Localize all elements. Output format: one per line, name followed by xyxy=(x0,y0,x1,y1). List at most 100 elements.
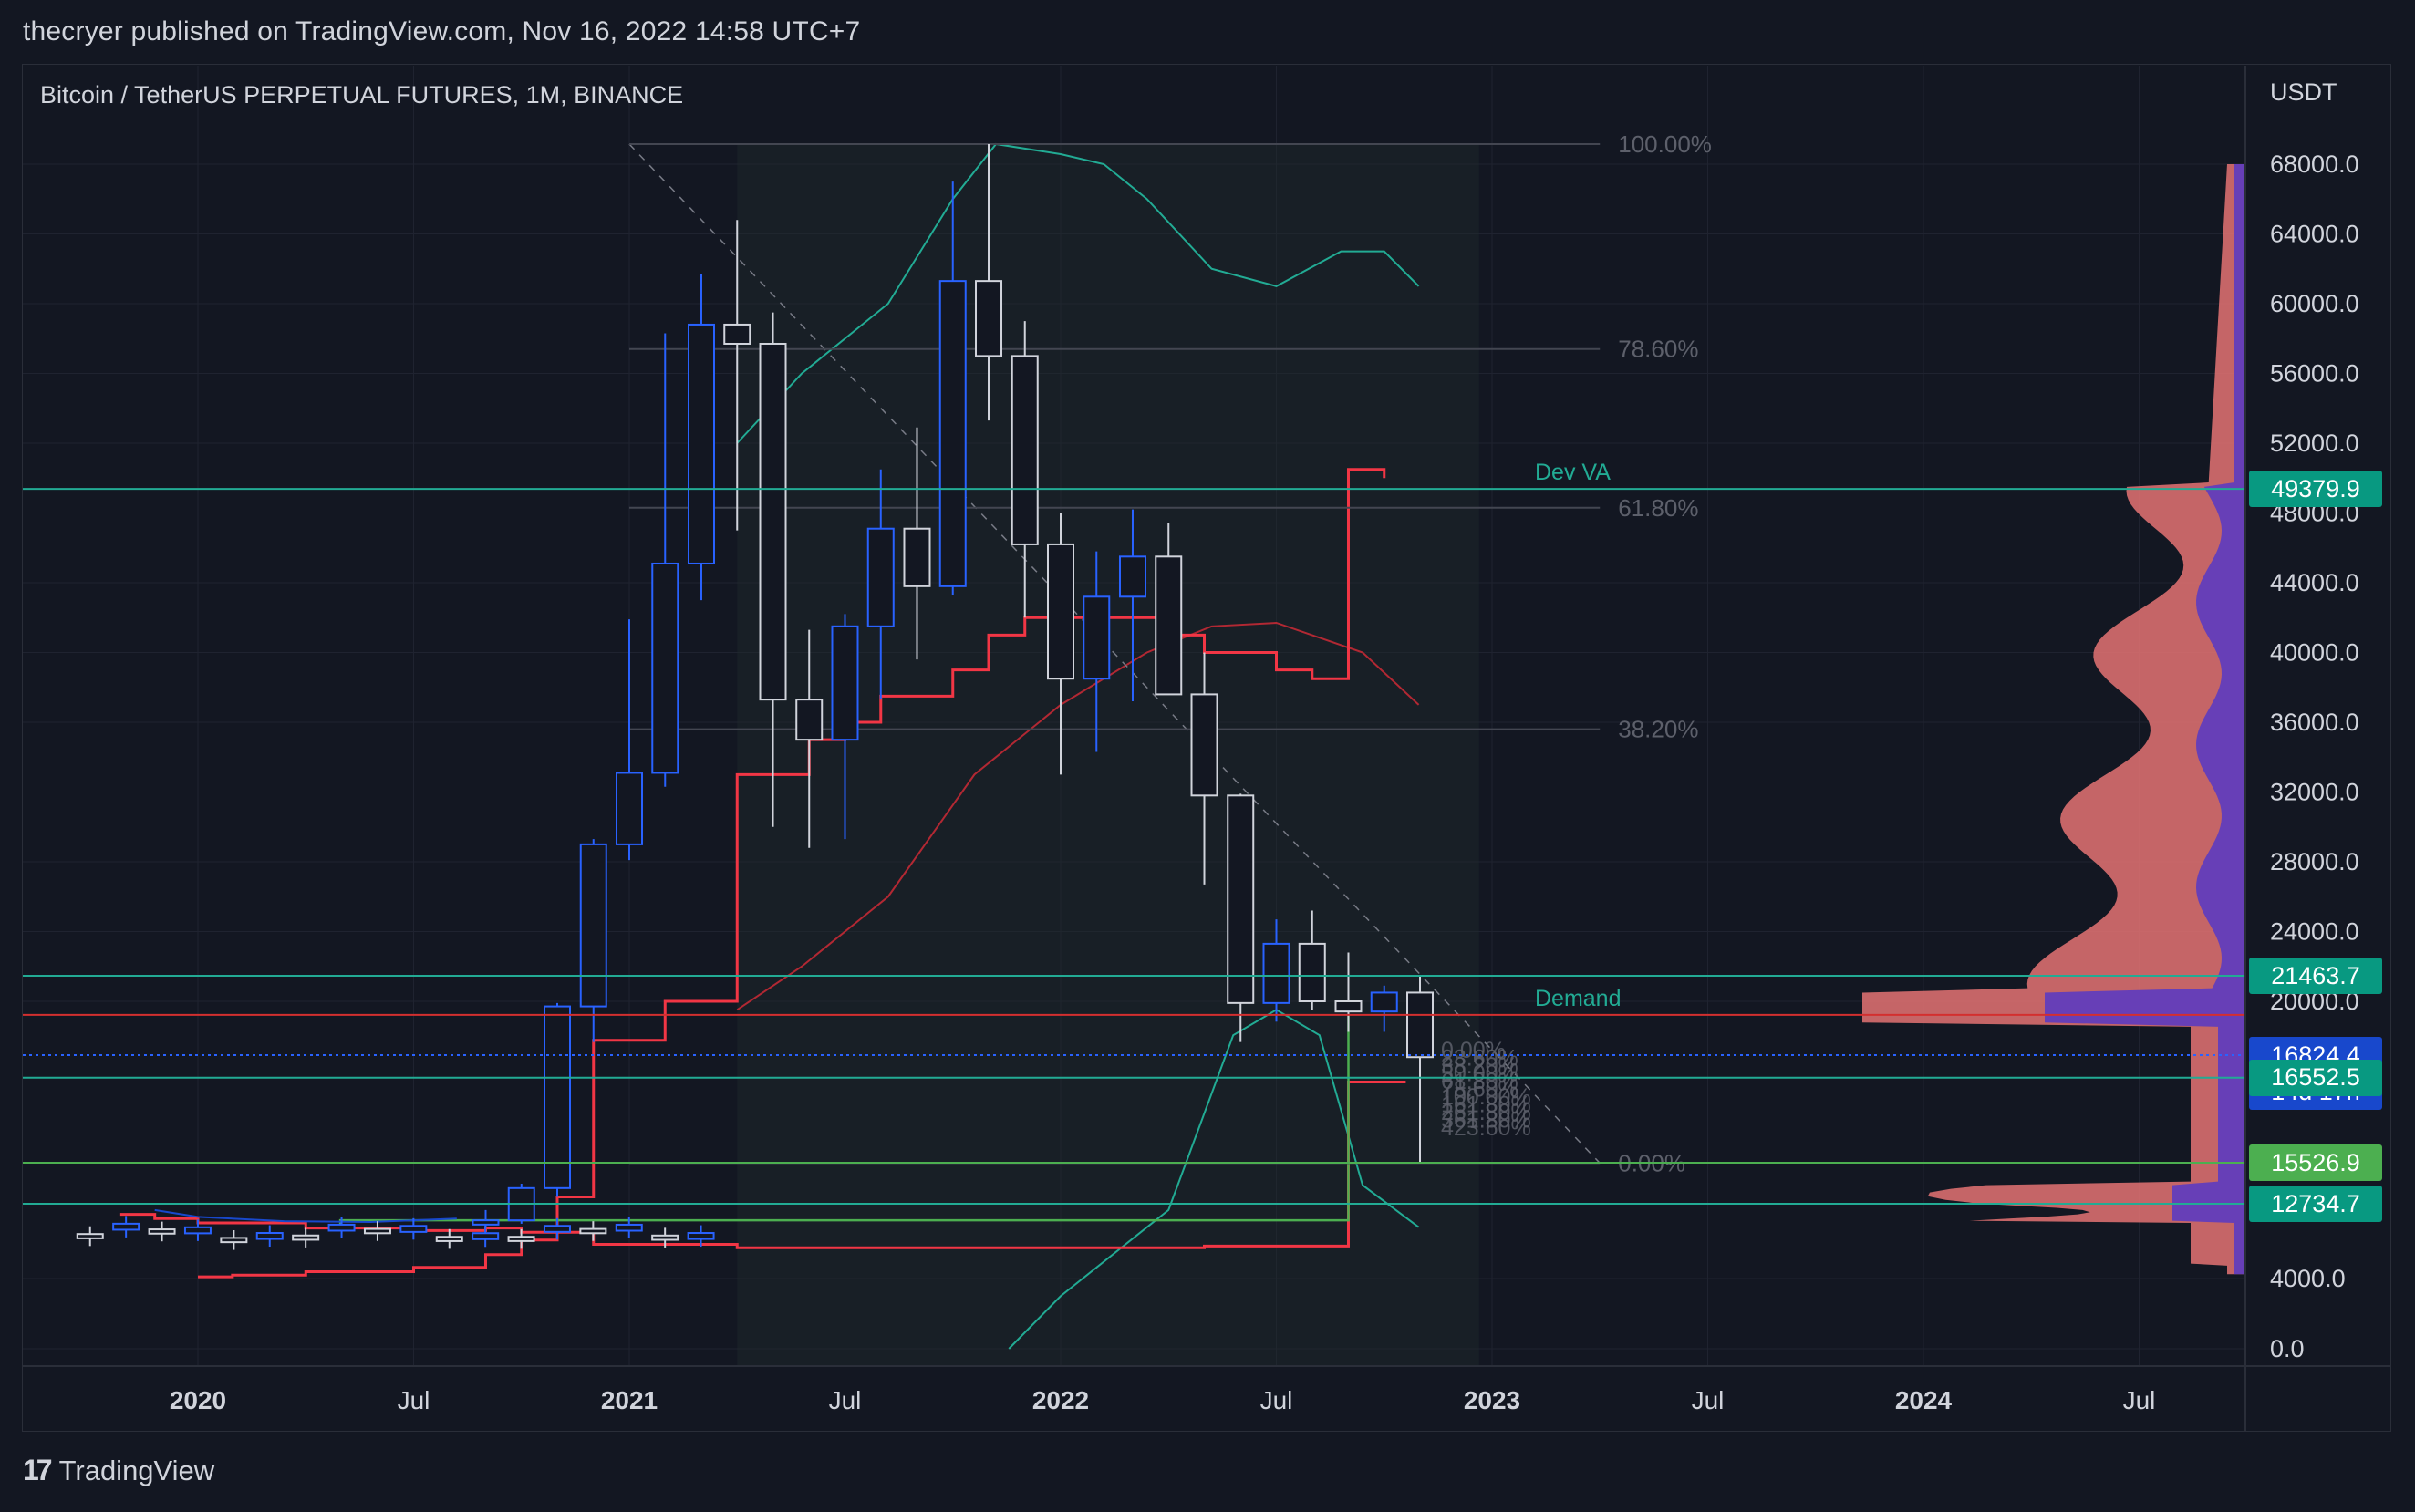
annotation-dev-va: Dev VA xyxy=(1535,460,1611,485)
time-tick-label: Jul xyxy=(398,1386,430,1414)
fib-ext-label: 100.00% xyxy=(1441,1084,1531,1110)
fib-label: 78.60% xyxy=(1618,336,1698,363)
currency-label: USDT xyxy=(2270,78,2337,106)
price-tick-label: 52000.0 xyxy=(2270,430,2359,457)
fib-ext-label: 423.60% xyxy=(1441,1115,1531,1141)
candle-body xyxy=(1370,991,1398,1013)
candle-body xyxy=(1262,942,1290,1004)
price-tick-label: 28000.0 xyxy=(2270,848,2359,875)
upper-band-line xyxy=(736,142,1420,444)
tradingview-brand: TradingView xyxy=(58,1454,215,1486)
range-shade-zone xyxy=(737,144,1479,1366)
candle-body xyxy=(687,323,715,564)
candle-body xyxy=(435,1236,463,1242)
candle-body xyxy=(544,1005,572,1189)
symbol-title: Bitcoin / TetherUS PERPETUAL FUTURES, 1M… xyxy=(40,81,683,109)
candle-body xyxy=(363,1227,391,1235)
price-tick-label: 44000.0 xyxy=(2270,569,2359,596)
time-tick-label: Jul xyxy=(1692,1386,1725,1414)
fib-ext-label: 361.80% xyxy=(1441,1108,1531,1134)
candle-body xyxy=(1334,1000,1363,1013)
price-tick-label: 68000.0 xyxy=(2270,150,2359,178)
candle-body xyxy=(903,527,931,587)
candles xyxy=(76,144,1435,1250)
candle-body xyxy=(112,1222,140,1231)
candle-body xyxy=(651,562,679,774)
time-tick-label: Jul xyxy=(1260,1386,1293,1414)
early-blue-line xyxy=(154,1208,457,1224)
fibonacci-levels: 100.00%78.60%61.80%38.20%0.00%0.00%23.60… xyxy=(629,130,1712,1176)
candle-body xyxy=(579,843,607,1008)
fib-ext-label: 161.80% xyxy=(1441,1093,1531,1118)
candle-body xyxy=(507,1236,535,1242)
price-badge: 21463.7 xyxy=(2249,958,2382,994)
annotations: Dev VA Demand xyxy=(1535,460,1622,1011)
horizontal-levels xyxy=(23,488,2245,1205)
fib-ext-label: 78.60% xyxy=(1441,1077,1518,1103)
candle-body xyxy=(1190,693,1218,797)
price-chart[interactable]: 100.00%78.60%61.80%38.20%0.00%0.00%23.60… xyxy=(0,0,2415,1441)
candle-body xyxy=(472,1219,500,1226)
candle-body xyxy=(1083,595,1111,680)
candle-body xyxy=(1118,555,1146,598)
price-tick-label: 56000.0 xyxy=(2270,360,2359,388)
candle-body xyxy=(723,323,751,345)
time-tick-label: Jul xyxy=(2123,1386,2156,1414)
candle-body xyxy=(1406,991,1435,1059)
price-badge: 12734.7 xyxy=(2249,1186,2382,1222)
candle-body xyxy=(543,1225,571,1233)
candle-body xyxy=(1155,555,1183,696)
candle-body xyxy=(1227,794,1255,1004)
price-badge: 16552.5 xyxy=(2249,1059,2382,1096)
candle-body xyxy=(327,1223,356,1232)
candle-body xyxy=(615,1223,643,1232)
price-tick-label: 24000.0 xyxy=(2270,918,2359,946)
volume-profile-pink xyxy=(1862,164,2245,1275)
fib-ext-label: 38.20% xyxy=(1441,1053,1518,1079)
candle-body xyxy=(687,1232,715,1240)
volume-profile xyxy=(1862,164,2245,1275)
fib-label: 61.80% xyxy=(1618,494,1698,522)
price-badge: 49379.9 xyxy=(2249,471,2382,508)
candle-body xyxy=(1298,942,1326,1002)
grid-layer xyxy=(23,66,2245,1366)
fib-ext-label: 23.60% xyxy=(1441,1046,1518,1072)
price-tick-label: 40000.0 xyxy=(2270,639,2359,667)
price-tick-label: 36000.0 xyxy=(2270,709,2359,736)
fib-ext-label: 0.00% xyxy=(1441,1038,1506,1063)
price-tick-label: 60000.0 xyxy=(2270,290,2359,317)
candle-body xyxy=(579,1227,607,1235)
candle-body xyxy=(651,1234,679,1241)
time-tick-label: 2022 xyxy=(1032,1386,1089,1414)
candle-body xyxy=(1047,543,1074,680)
fib-label: 38.20% xyxy=(1618,716,1698,743)
chart-frame[interactable] xyxy=(22,64,2391,1432)
candle-body xyxy=(399,1225,428,1233)
candle-body xyxy=(183,1226,212,1235)
candle-body xyxy=(1011,355,1039,545)
tradingview-footer[interactable]: 17 TradingView xyxy=(23,1454,214,1487)
tradingview-logo-icon: 17 xyxy=(23,1454,53,1486)
candle-body xyxy=(220,1237,248,1244)
time-tick-label: Jul xyxy=(829,1386,862,1414)
price-tick-label: 32000.0 xyxy=(2270,779,2359,806)
fib-trend-line xyxy=(628,143,1601,1164)
lower-band-line xyxy=(1008,1009,1420,1350)
candle-body xyxy=(831,625,859,741)
time-tick-label: 2024 xyxy=(1895,1386,1953,1414)
fib-ext-label: 61.80% xyxy=(1441,1069,1518,1094)
candle-body xyxy=(866,527,895,627)
price-tick-label: 0.0 xyxy=(2270,1335,2305,1362)
fib-label: 100.00% xyxy=(1618,130,1712,158)
candle-body xyxy=(255,1232,284,1240)
candle-body xyxy=(292,1234,320,1241)
fib-ext-label: 261.80% xyxy=(1441,1100,1531,1125)
candle-body xyxy=(938,280,967,587)
price-badge: 15526.9 xyxy=(2249,1144,2382,1181)
candle-body xyxy=(616,772,643,845)
candle-body xyxy=(76,1233,104,1239)
volume-profile-purple xyxy=(2045,164,2245,1275)
time-tick-label: 2020 xyxy=(170,1386,226,1414)
candle-body xyxy=(795,699,824,741)
